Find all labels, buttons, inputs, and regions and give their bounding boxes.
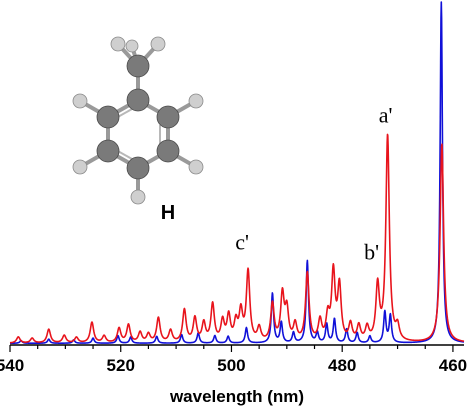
series-layer — [9, 1, 465, 345]
series-line-1 — [9, 133, 465, 344]
x-tick-label: 500 — [217, 356, 245, 375]
peak-annotation: b' — [364, 240, 379, 265]
x-tick-label: 540 — [0, 356, 24, 375]
peak-annotations: a' b' c' — [235, 102, 392, 264]
x-tick-label: 480 — [328, 356, 356, 375]
carbon-atoms — [96, 54, 180, 180]
hydrogen-atoms — [72, 36, 204, 205]
series-line-2 — [9, 1, 465, 345]
plot-area: 540 520 500 480 460 a' b' c' wavelength (nm) — [0, 1, 467, 406]
x-tick-label: 520 — [107, 356, 135, 375]
peak-annotation: c' — [235, 229, 249, 254]
x-axis-title: wavelength (nm) — [169, 387, 304, 406]
peak-annotation: a' — [379, 102, 393, 127]
molecule-inner-bonds — [115, 108, 161, 160]
molecule-label: H — [161, 202, 175, 224]
x-tick-label: 460 — [439, 356, 467, 375]
molecule-illustration: H — [72, 36, 204, 224]
x-ticks: 540 520 500 480 460 — [0, 345, 467, 375]
